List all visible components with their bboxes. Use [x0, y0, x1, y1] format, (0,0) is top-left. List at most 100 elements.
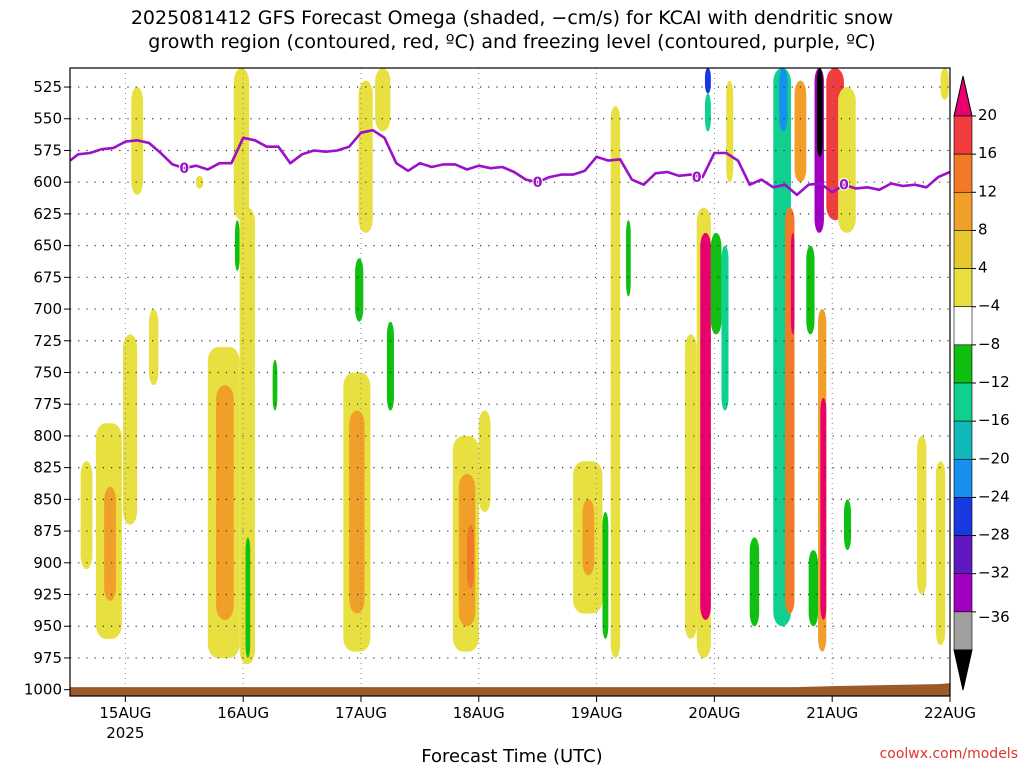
- year-label: 2025: [106, 724, 144, 742]
- omega-region: [355, 258, 364, 322]
- omega-region: [935, 461, 946, 646]
- pressure-tick-label: 900: [33, 554, 62, 572]
- colorbar-cell: [953, 649, 973, 691]
- time-tick-label: 18AUG: [453, 704, 505, 722]
- omega-region: [816, 68, 823, 157]
- colorbar-cell: [953, 611, 973, 651]
- omega-region: [838, 87, 856, 233]
- pressure-tick-label: 525: [33, 78, 62, 96]
- omega-region: [779, 68, 788, 132]
- x-axis-label: Forecast Time (UTC): [421, 746, 603, 767]
- omega-region: [808, 550, 819, 627]
- freezing-level-contour-label: 0: [179, 161, 189, 177]
- omega-region: [478, 410, 491, 513]
- colorbar-cell: [953, 153, 973, 193]
- pressure-tick-label: 550: [33, 110, 62, 128]
- colorbar-cell: [953, 115, 973, 155]
- omega-region: [704, 93, 711, 132]
- time-tick-label: 21AUG: [806, 704, 858, 722]
- omega-region: [820, 397, 827, 620]
- omega-region: [749, 537, 760, 627]
- colorbar-cell: [953, 420, 973, 460]
- freezing-level-contour-label: 0: [839, 178, 849, 194]
- colorbar-label: −8: [978, 335, 1000, 353]
- omega-region: [940, 68, 949, 100]
- pressure-tick-label: 1000: [24, 681, 62, 699]
- colorbar-cell: [953, 535, 973, 575]
- pressure-tick-label: 575: [33, 141, 62, 159]
- surface-layer: [70, 683, 950, 696]
- omega-region: [375, 68, 391, 132]
- omega-region: [684, 334, 697, 639]
- omega-region: [602, 512, 609, 639]
- time-tick-label: 15AUG: [99, 704, 151, 722]
- omega-region: [626, 220, 631, 297]
- omega-region: [358, 80, 373, 233]
- omega-region: [234, 220, 240, 271]
- colorbar-label: −12: [978, 373, 1010, 391]
- time-tick-label: 19AUG: [571, 704, 623, 722]
- omega-region: [148, 309, 159, 386]
- colorbar-cell: [953, 306, 973, 346]
- colorbar-label: −20: [978, 449, 1010, 467]
- colorbar-cell: [953, 191, 973, 231]
- chart-title-line-2: growth region (contoured, red, ºC) and f…: [148, 31, 876, 53]
- pressure-axis: 525 550 575 600 625 650 675 700 725 750 775 800 825 8…: [24, 78, 70, 699]
- omega-region: [272, 359, 278, 411]
- surface-terrain: [70, 683, 950, 696]
- pressure-tick-label: 850: [33, 490, 62, 508]
- omega-region: [104, 486, 116, 601]
- omega-region: [721, 245, 729, 411]
- omega-region: [790, 232, 795, 335]
- omega-region: [610, 106, 621, 658]
- pressure-tick-label: 625: [33, 205, 62, 223]
- colorbar-cell: [953, 75, 973, 117]
- omega-shading: [80, 68, 949, 665]
- omega-region: [80, 461, 93, 570]
- chart-title-line-1: 2025081412 GFS Forecast Omega (shaded, −…: [130, 7, 894, 29]
- colorbar-label: 4: [978, 259, 988, 277]
- omega-region: [196, 175, 204, 189]
- pressure-tick-label: 650: [33, 237, 62, 255]
- pressure-tick-label: 950: [33, 617, 62, 635]
- pressure-tick-label: 875: [33, 522, 62, 540]
- omega-region: [467, 524, 475, 589]
- colorbar-label: 12: [978, 182, 997, 200]
- pressure-tick-label: 700: [33, 300, 62, 318]
- freezing-level-contour-label: 0: [692, 170, 702, 186]
- omega-colorbar: 20 16 12 8 4 −4 −8 −12 −16 −20 −24 −28 −32 −36: [953, 75, 1010, 691]
- colorbar-label: −32: [978, 564, 1010, 582]
- source-credit-link[interactable]: coolwx.com/models: [879, 746, 1018, 762]
- pressure-tick-label: 800: [33, 427, 62, 445]
- pressure-tick-label: 825: [33, 459, 62, 477]
- pressure-tick-label: 750: [33, 363, 62, 381]
- colorbar-label: −28: [978, 526, 1010, 544]
- colorbar-label: −24: [978, 487, 1010, 505]
- omega-region: [216, 385, 234, 620]
- colorbar-label: −4: [978, 297, 1000, 315]
- freezing-level-contour-label: 0: [533, 175, 543, 191]
- omega-region: [710, 232, 722, 335]
- colorbar-label: −36: [978, 608, 1010, 626]
- omega-region: [239, 207, 255, 665]
- colorbar-cell: [953, 497, 973, 536]
- time-axis: 15AUG 16AUG 17AUG 18AUG 19AUG 20AUG 21AUG 22AUG…: [99, 696, 976, 742]
- pressure-tick-label: 775: [33, 395, 62, 413]
- colorbar-label: 20: [978, 106, 997, 124]
- time-tick-label: 22AUG: [924, 704, 976, 722]
- colorbar-cell: [953, 573, 973, 613]
- freezing-level-contour: 0 0 0 0: [70, 128, 950, 197]
- colorbar-cell: [953, 268, 973, 308]
- colorbar-cell: [953, 382, 973, 422]
- colorbar-label: 8: [978, 220, 988, 238]
- omega-region: [704, 68, 711, 94]
- pressure-tick-label: 675: [33, 268, 62, 286]
- omega-region: [386, 321, 394, 411]
- freezing-level-line: [70, 128, 950, 197]
- colorbar-cell: [953, 458, 973, 498]
- omega-region: [843, 499, 852, 551]
- colorbar-cell: [953, 344, 973, 384]
- colorbar-cell: [953, 230, 973, 269]
- time-tick-label: 20AUG: [688, 704, 740, 722]
